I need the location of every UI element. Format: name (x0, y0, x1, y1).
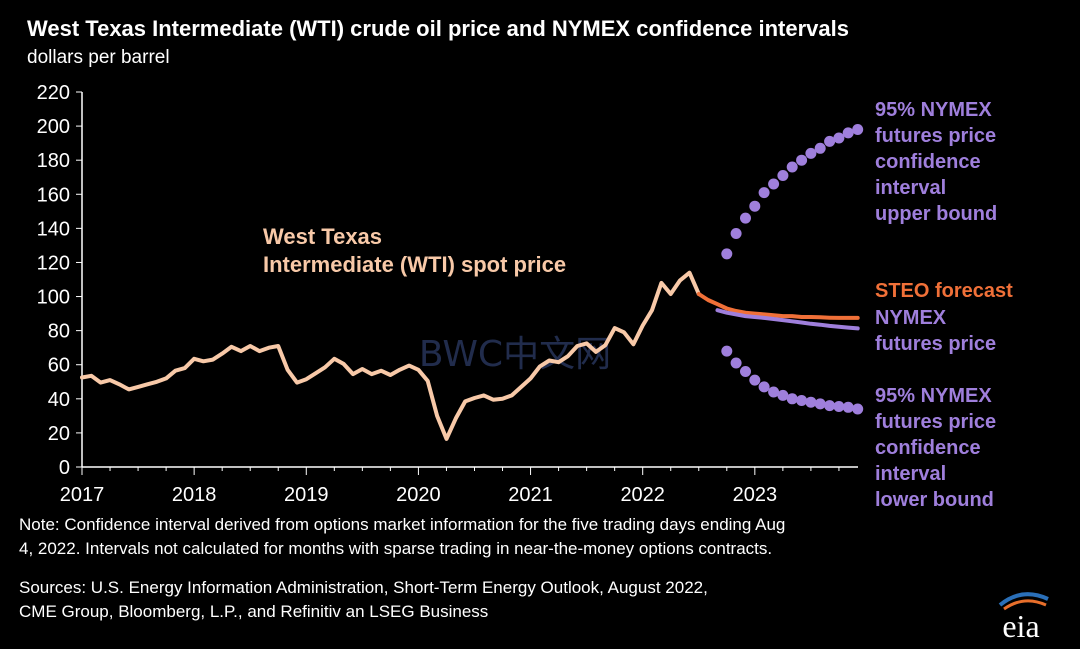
eia-logo: eia (998, 592, 1049, 641)
wti-label-line2: Intermediate (WTI) spot price (263, 252, 566, 277)
lower-bound-dot (768, 386, 780, 398)
upper-bound-dot (730, 228, 742, 239)
logo-swoosh-blue (998, 592, 1049, 607)
y-tick-label: 200 (37, 116, 70, 138)
nymex-futures-line (715, 308, 860, 331)
chart-title: West Texas Intermediate (WTI) crude oil … (27, 16, 849, 41)
lower-bound-label-line2: futures price (875, 411, 996, 433)
nymex-label-line2: futures price (875, 333, 996, 355)
x-tick-label: 2018 (172, 484, 217, 506)
lower-bound-label-line3: confidence (875, 437, 981, 459)
x-tick-label: 2022 (620, 484, 665, 506)
x-tick-label: 2023 (733, 484, 778, 506)
y-tick-label: 160 (37, 184, 70, 206)
lower-bound-dot (805, 396, 817, 408)
y-tick-label: 40 (48, 389, 70, 411)
upper-bound-dot (777, 170, 789, 181)
upper-bound-label-line2: futures price (875, 125, 996, 147)
lower-bound-label-line5: lower bound (875, 489, 994, 511)
steo-forecast-line (696, 292, 860, 320)
note-line-2: 4, 2022. Intervals not calculated for mo… (19, 539, 773, 558)
logo-text: eia (1002, 608, 1039, 641)
y-tick-label: 20 (48, 423, 70, 445)
lower-bound-dot (833, 401, 845, 412)
y-tick-label: 180 (37, 150, 70, 172)
lower-bound-dot (777, 389, 789, 401)
upper-bound-label-line5: upper bound (875, 203, 997, 225)
watermark: BWC中文网 (419, 334, 611, 375)
upper-bound-dot (824, 135, 836, 147)
upper-bound-dot (814, 142, 826, 154)
chart-series (80, 124, 864, 441)
lower-bound-dot (749, 374, 761, 386)
x-tick-label: 2017 (60, 484, 105, 506)
upper-bound-dot (758, 187, 770, 199)
lower-bound-dot (758, 381, 770, 393)
chart-series-labels: West Texas Intermediate (WTI) spot price… (263, 99, 1013, 511)
logo-swoosh-orange (1003, 599, 1047, 611)
y-tick-label: 120 (37, 252, 70, 274)
nymex-label-line1: NYMEX (875, 307, 947, 329)
lower-bound-label-line1: 95% NYMEX (875, 385, 992, 407)
sources-line-2: CME Group, Bloomberg, L.P., and Refiniti… (19, 602, 489, 621)
lower-bound-dot (721, 345, 733, 357)
note-line-1: Note: Confidence interval derived from o… (19, 515, 786, 534)
upper-bound-dot (749, 200, 761, 212)
upper-bound-dot (740, 212, 751, 224)
wti-label-line1: West Texas (263, 224, 382, 249)
upper-bound-dot (796, 154, 808, 166)
lower-bound-dot (824, 400, 836, 412)
y-tick-label: 140 (37, 218, 70, 240)
lower-bound-dot (852, 403, 864, 415)
upper-bound-dot (768, 178, 780, 190)
x-tick-label: 2020 (396, 484, 441, 506)
lower-bound-dot (796, 395, 808, 406)
lower-bound-dot (740, 366, 751, 377)
lower-bound-dot (730, 357, 742, 369)
chart-axes: 0 20 40 60 80 100 120 140 160 180 200 220 2017 2018 20… (37, 82, 858, 506)
y-tick-label: 0 (59, 457, 70, 479)
sources-line-1: Sources: U.S. Energy Information Adminis… (19, 578, 708, 597)
x-tick-label: 2021 (508, 484, 553, 506)
upper-bound-dot (805, 147, 817, 159)
x-tick-label: 2019 (284, 484, 329, 506)
lower-bound-dot (814, 398, 826, 410)
upper-bound-dot (721, 248, 733, 260)
y-tick-label: 220 (37, 82, 70, 104)
lower-bound-dot (842, 401, 854, 413)
upper-bound-dot (852, 124, 864, 135)
upper-bound-dot (786, 161, 798, 173)
chart-subtitle: dollars per barrel (27, 47, 170, 68)
upper-bound-label-line4: interval (875, 177, 946, 199)
y-tick-label: 80 (48, 321, 70, 343)
y-tick-label: 60 (48, 355, 70, 377)
steo-label: STEO forecast (875, 280, 1013, 302)
upper-bound-label-line3: confidence (875, 151, 981, 173)
upper-bound-dot (833, 132, 845, 144)
wti-spot-price-line (80, 270, 701, 441)
upper-bound-label-line1: 95% NYMEX (875, 99, 992, 121)
chart-sources: Sources: U.S. Energy Information Adminis… (19, 576, 979, 624)
chart-note: Note: Confidence interval derived from o… (19, 513, 1059, 561)
lower-bound-dot (786, 393, 798, 405)
y-tick-label: 100 (37, 287, 70, 309)
lower-bound-label-line4: interval (875, 463, 946, 485)
upper-bound-dot (842, 127, 854, 139)
